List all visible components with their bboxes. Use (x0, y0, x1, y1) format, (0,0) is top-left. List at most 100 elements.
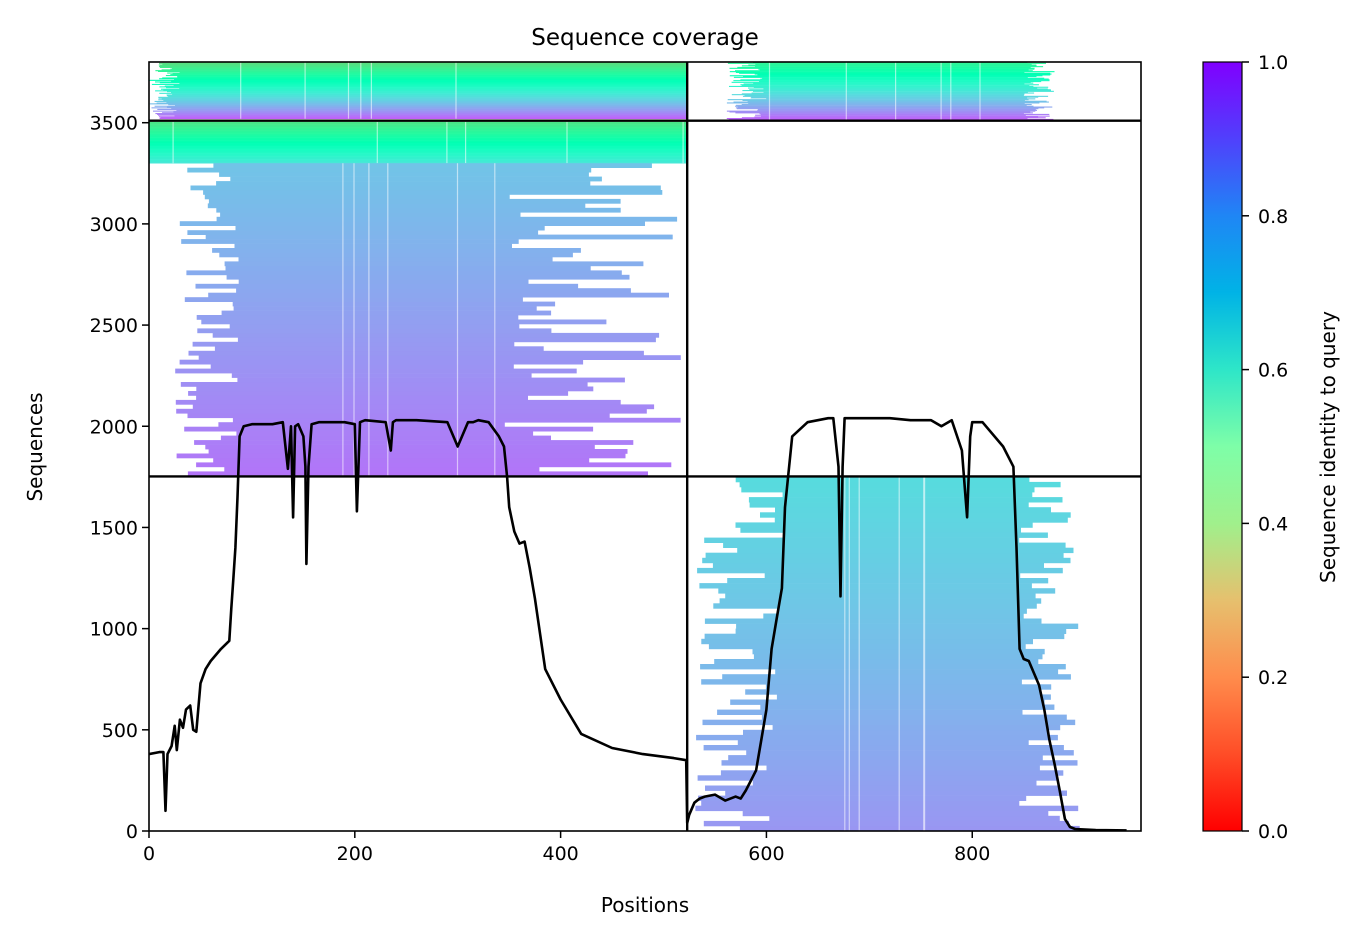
coverage-gap (682, 121, 684, 164)
coverage-strip (759, 69, 1029, 71)
coverage-strip (754, 66, 1044, 68)
coverage-strip (149, 148, 688, 150)
coverage-strip (170, 68, 688, 70)
colorbar-tick-label: 0.8 (1258, 206, 1288, 228)
coverage-strip (158, 96, 688, 98)
coverage-strip (744, 95, 1024, 97)
coverage-strip (741, 104, 1032, 106)
coverage-strip (748, 497, 1063, 503)
coverage-strip (155, 113, 688, 115)
coverage-strip (772, 724, 1061, 731)
colorbar-tick-label: 0.4 (1258, 513, 1288, 535)
coverage-block (175, 163, 681, 477)
coverage-strip (149, 157, 688, 159)
coverage-gap (895, 62, 897, 120)
coverage-strip (214, 346, 544, 352)
coverage-strip (149, 139, 688, 141)
coverage-strip (149, 143, 688, 145)
coverage-strip (237, 337, 656, 343)
coverage-strip (725, 790, 1067, 796)
coverage-strip (741, 65, 1037, 67)
coverage-strip (230, 176, 602, 182)
coverage-strip (736, 108, 1039, 110)
coverage-strip (743, 729, 1050, 736)
coverage-strip (149, 150, 688, 151)
coverage-strip (158, 116, 688, 118)
coverage-strip (149, 137, 688, 138)
coverage-strip (233, 306, 537, 311)
coverage-gap (898, 476, 900, 831)
y-axis-ticks: 0 500 1000 1500 2000 2500 3000 3500 (90, 113, 149, 843)
coverage-strip (149, 154, 688, 156)
coverage-strip (700, 664, 1066, 670)
coverage-strip (774, 517, 1068, 523)
coverage-strip (159, 92, 688, 94)
coverage-strip (149, 138, 688, 140)
coverage-strip (149, 160, 688, 162)
coverage-strip (733, 80, 1050, 82)
coverage-strip (163, 89, 688, 91)
coverage-strip (149, 158, 688, 160)
coverage-strip (171, 92, 688, 94)
coverage-strip (149, 140, 688, 141)
coverage-strip (149, 159, 688, 160)
coverage-strip (704, 618, 1042, 624)
coverage-strip (149, 135, 688, 137)
coverage-strip (187, 167, 592, 173)
coverage-strip (737, 739, 1029, 746)
coverage-strip (149, 156, 688, 157)
coverage-strip (762, 77, 1045, 79)
coverage-gap (465, 121, 467, 164)
coverage-strip (751, 96, 1039, 98)
coverage-strip (156, 102, 688, 104)
coverage-strip (149, 132, 688, 134)
coverage-strip (203, 190, 663, 195)
colorbar-tick-label: 0.0 (1258, 821, 1288, 843)
coverage-strip (729, 111, 1031, 113)
x-axis-label: Positions (601, 893, 689, 917)
coverage-strip (149, 155, 688, 157)
coverage-strip (224, 466, 540, 472)
coverage-strip (753, 90, 1054, 92)
coverage-strip (760, 115, 1050, 117)
y-axis-label: Sequences (23, 392, 47, 501)
coverage-strip (698, 795, 1027, 801)
coverage-strip (159, 117, 688, 119)
coverage-strip (701, 638, 1033, 645)
coverage-strip (728, 118, 1054, 120)
coverage-strip (196, 395, 528, 401)
coverage-strip (149, 136, 688, 138)
coverage-strip (760, 704, 1055, 710)
coverage-strip (158, 97, 688, 99)
coverage-strip (733, 76, 1028, 78)
coverage-strip (727, 99, 1029, 101)
coverage-strip (149, 151, 688, 153)
coverage-strip (179, 221, 646, 226)
coverage-strip (712, 562, 1044, 569)
coverage-strip (743, 83, 1025, 85)
coverage-strip (149, 154, 688, 156)
coverage-strip (155, 81, 688, 83)
coverage-strip (697, 775, 1058, 781)
coverage-strip (759, 81, 1042, 83)
coverage-strip (162, 63, 688, 65)
section-dividers (149, 62, 1141, 831)
y-tick-label: 3000 (90, 214, 138, 236)
y-tick-label: 0 (126, 821, 138, 843)
coverage-strip (749, 89, 1051, 91)
coverage-strip (166, 101, 688, 103)
y-tick-label: 2000 (90, 416, 138, 438)
coverage-strip (713, 603, 1037, 609)
coverage-strip (149, 125, 688, 127)
y-tick-label: 3500 (90, 113, 138, 135)
coverage-strip (172, 67, 688, 69)
coverage-strip (159, 86, 688, 88)
coverage-gap (370, 62, 372, 119)
coverage-strip (742, 99, 1025, 101)
coverage-strip (177, 75, 688, 77)
coverage-strip (162, 112, 688, 114)
coverage-strip (753, 653, 1043, 660)
coverage-gap (360, 62, 362, 119)
y-tick-label: 1500 (90, 517, 138, 539)
coverage-strip (149, 135, 688, 137)
